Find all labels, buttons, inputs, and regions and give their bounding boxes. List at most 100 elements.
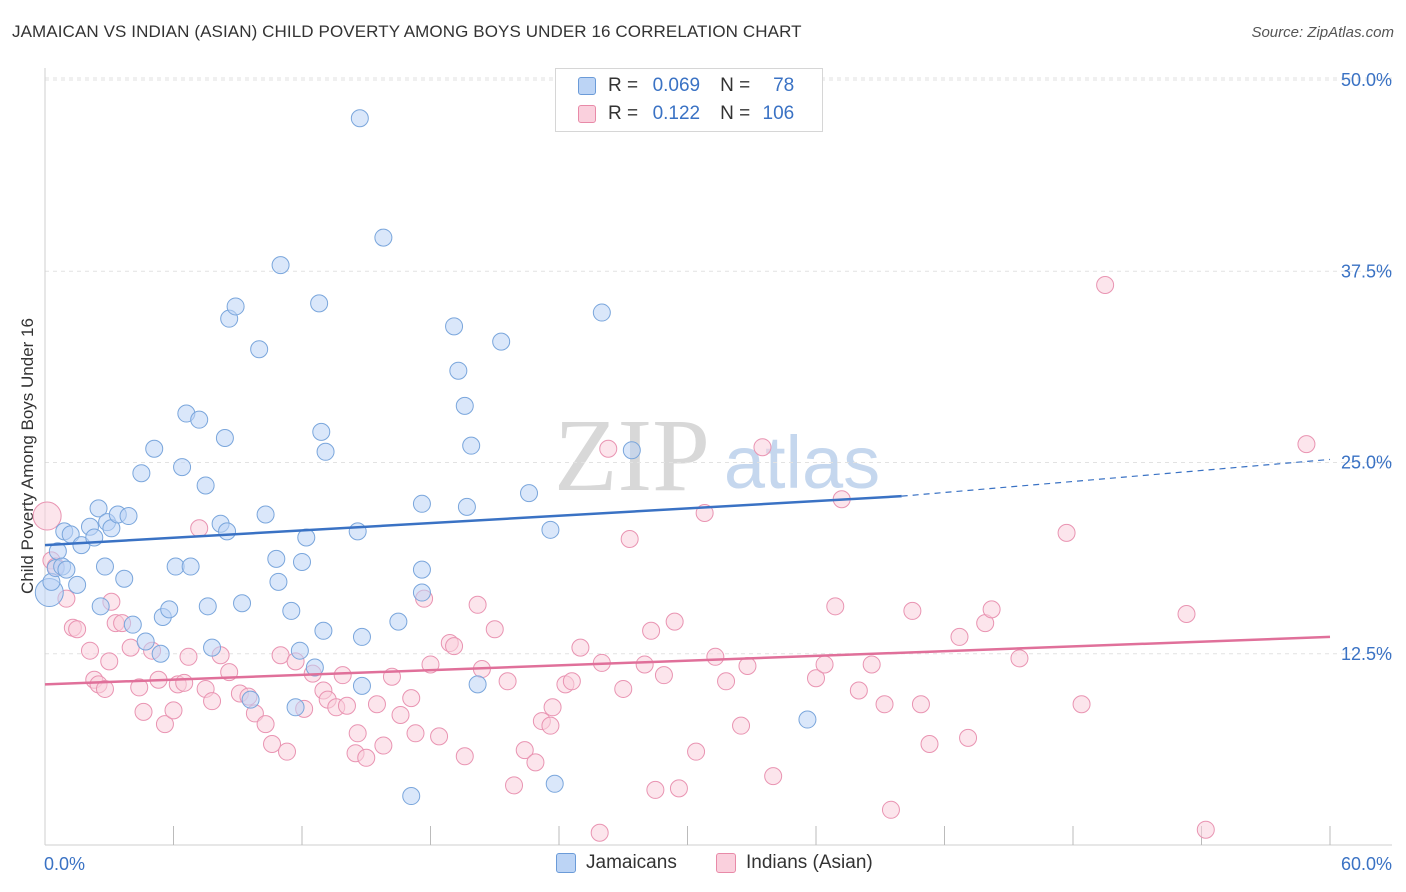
x-tick-label-start: 0.0%	[44, 854, 85, 874]
jamaicans-point	[233, 594, 252, 613]
chart-title: JAMAICAN VS INDIAN (ASIAN) CHILD POVERTY…	[12, 22, 802, 41]
indians-point	[620, 530, 639, 548]
jamaicans-point	[241, 690, 260, 709]
jamaicans-point	[89, 499, 108, 518]
jamaicans-point	[196, 476, 215, 495]
jamaicans-point	[119, 507, 138, 526]
jamaicans-point	[412, 583, 431, 602]
indians-point	[807, 669, 825, 688]
indians-point	[271, 646, 290, 665]
jamaicans-point	[455, 396, 474, 415]
indians-point	[130, 678, 149, 697]
indians-point	[732, 716, 751, 735]
legend-r-label: R =	[608, 75, 639, 96]
indians-point	[1096, 276, 1115, 295]
jamaicans-point	[226, 297, 245, 316]
indians-point	[635, 655, 654, 674]
tick-labels: 12.5% 25.0% 37.5% 50.0% 0.0% 60.0%	[44, 70, 1392, 874]
jamaicans-point	[198, 597, 217, 616]
indians-point	[374, 736, 393, 755]
jamaicans-point	[190, 410, 209, 429]
jamaicans-point	[145, 439, 164, 458]
indians-point	[256, 715, 275, 734]
indians-point	[95, 679, 114, 698]
jamaicans-point	[622, 441, 641, 460]
indians-point	[1177, 604, 1196, 623]
indians-swatch	[716, 853, 736, 873]
jamaicans-swatch	[556, 853, 576, 873]
indians-point	[179, 647, 198, 666]
y-tick-label: 50.0%	[1341, 70, 1392, 90]
indians-point	[562, 672, 581, 691]
indians-points	[32, 276, 1316, 842]
jamaicans-point	[462, 436, 481, 455]
indians-point	[826, 597, 845, 616]
bottom-legend-indians-label: Indians (Asian)	[746, 852, 873, 873]
indians-point	[849, 681, 868, 700]
jamaicans-point	[215, 429, 234, 448]
legend-n-label: N =	[720, 103, 751, 124]
legend-row-jamaicans: R = 0.069 N = 78	[578, 74, 794, 98]
jamaicans-point	[218, 522, 237, 541]
indians-point	[515, 741, 534, 760]
jamaicans-point	[492, 332, 511, 351]
indians-point	[164, 701, 183, 720]
jamaicans-point	[95, 557, 114, 576]
jamaicans-point	[352, 627, 371, 646]
jamaicans-point	[541, 520, 560, 539]
jamaicans-point	[449, 361, 468, 380]
jamaicans-swatch	[578, 77, 596, 95]
indians-point	[982, 600, 1001, 619]
indians-point	[526, 753, 545, 772]
indians-point	[391, 705, 410, 724]
indians-point	[687, 742, 706, 761]
indians-point	[445, 637, 464, 656]
indians-point	[614, 679, 633, 698]
indians-point	[706, 647, 725, 666]
indians-point	[32, 501, 62, 531]
indians-point	[815, 655, 834, 674]
indians-point	[1072, 695, 1091, 714]
indians-point	[155, 715, 174, 734]
jamaicans-point	[269, 572, 288, 591]
jamaicans-point	[57, 560, 76, 579]
jamaicans-point	[312, 422, 331, 441]
indians-point	[278, 742, 297, 761]
jamaicans-point	[166, 557, 185, 576]
y-tick-label: 12.5%	[1341, 644, 1392, 664]
indians-point	[920, 735, 939, 754]
source-label: Source: ZipAtlas.com	[1251, 24, 1394, 41]
indians-point	[80, 641, 99, 660]
jamaicans-point	[271, 256, 290, 275]
jamaicans-point	[310, 294, 329, 313]
indians-trend-line	[44, 635, 1331, 686]
indians-point	[175, 673, 194, 692]
y-tick-label: 37.5%	[1341, 261, 1392, 281]
jamaicans-point	[352, 676, 371, 695]
indians-swatch	[578, 105, 596, 123]
indians-point	[599, 439, 618, 458]
jamaicans-point	[250, 340, 269, 359]
indians-point	[911, 695, 930, 714]
x-tick-label-end: 60.0%	[1341, 854, 1392, 874]
indians-point	[348, 724, 367, 743]
indians-point	[1297, 435, 1316, 454]
jamaicans-point	[203, 638, 222, 657]
y-tick-label: 25.0%	[1341, 453, 1392, 473]
indians-point	[357, 748, 376, 767]
jamaicans-point	[68, 575, 87, 594]
indians-point	[333, 666, 352, 685]
jamaicans-point	[181, 557, 200, 576]
jamaicans-trend-line	[44, 494, 902, 547]
axes	[44, 68, 1392, 846]
indians-point	[68, 620, 87, 639]
indians-point	[485, 620, 504, 639]
jamaicans-point	[136, 632, 155, 651]
jamaicans-point	[91, 597, 110, 616]
indians-point	[1196, 820, 1215, 839]
indians-point	[455, 747, 474, 766]
jamaicans-point	[290, 641, 309, 660]
jamaicans-point	[286, 698, 305, 717]
indians-point	[646, 780, 665, 799]
